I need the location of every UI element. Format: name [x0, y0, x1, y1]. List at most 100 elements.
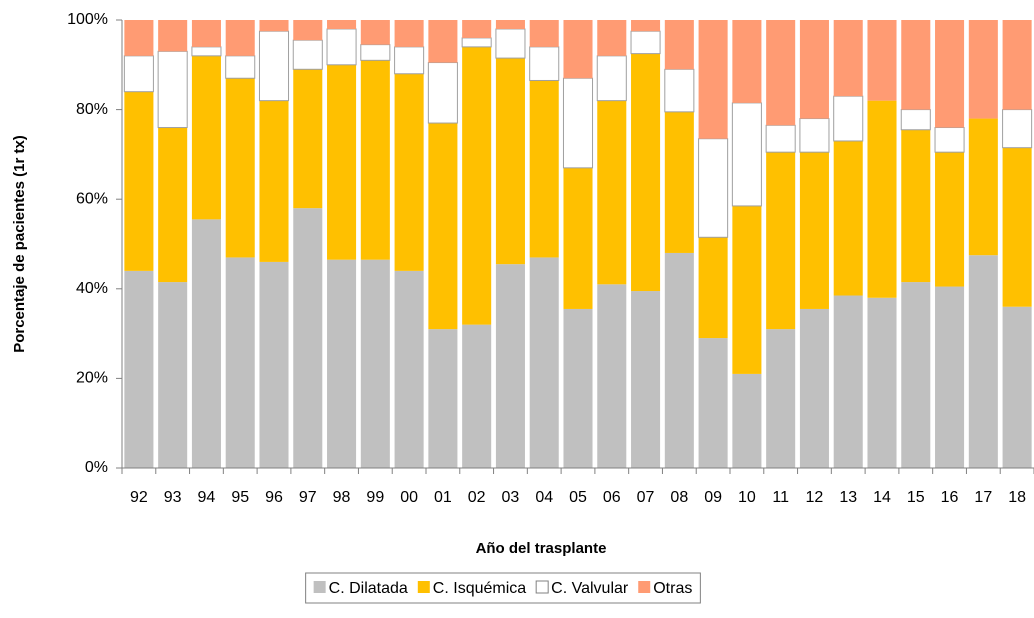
- bar-segment: [597, 284, 627, 468]
- x-tick-label: 18: [1008, 489, 1026, 506]
- bar-segment: [191, 55, 221, 220]
- bar-segment: [563, 167, 593, 309]
- bar-segment: [495, 58, 525, 265]
- bar-segment: [799, 118, 830, 153]
- bar-segment: [631, 53, 661, 292]
- bar-segment: [732, 205, 762, 374]
- bar-segment: [158, 20, 188, 52]
- bar-segment: [462, 46, 492, 325]
- legend-swatch: [313, 581, 326, 593]
- legend-label: Otras: [653, 580, 692, 597]
- x-tick-label: 14: [873, 489, 891, 506]
- x-tick-label: 08: [670, 489, 688, 506]
- bar-segment: [427, 62, 458, 124]
- bar-segment: [766, 20, 796, 126]
- bar-segment: [225, 78, 255, 258]
- x-tick-label: 95: [231, 489, 249, 506]
- bar-segment: [327, 64, 357, 260]
- bar-segment: [968, 20, 998, 119]
- bar-segment: [867, 20, 897, 101]
- bar-segment: [428, 329, 458, 468]
- bar-segment: [630, 30, 661, 55]
- bar-segment: [867, 297, 897, 468]
- bar-segment: [529, 20, 559, 47]
- bar-segment: [394, 73, 424, 271]
- x-tick-label: 04: [535, 489, 553, 506]
- legend-label: C. Isquémica: [433, 580, 526, 597]
- bar-segment: [293, 69, 323, 209]
- x-tick-label: 09: [704, 489, 722, 506]
- x-tick-label: 97: [299, 489, 317, 506]
- bar-segment: [597, 20, 627, 56]
- bar-segment: [495, 264, 525, 468]
- bar-segment: [124, 91, 154, 271]
- bar-segment: [968, 255, 998, 468]
- legend-swatch: [417, 581, 430, 593]
- bar-segment: [968, 118, 998, 256]
- x-tick-label: 07: [637, 489, 655, 506]
- bar-segment: [225, 20, 255, 56]
- bar-segment: [664, 68, 695, 113]
- legend-box: [305, 572, 701, 604]
- bar-segment: [563, 20, 593, 79]
- x-tick-label: 99: [366, 489, 384, 506]
- bar-segment: [935, 286, 965, 468]
- x-tick-label: 93: [164, 489, 182, 506]
- bar-segment: [428, 123, 458, 330]
- bar-segment: [461, 37, 492, 48]
- bar-segment: [833, 295, 863, 468]
- bar-segment: [360, 44, 391, 61]
- bar-segment: [867, 100, 897, 298]
- bar-segment: [360, 60, 390, 260]
- bar-segment: [934, 127, 965, 153]
- bar-segment: [1002, 147, 1032, 307]
- bar-segment: [124, 20, 154, 56]
- bar-segment: [698, 237, 728, 339]
- bar-segment: [428, 20, 458, 63]
- x-tick-label: 96: [265, 489, 283, 506]
- bar-segment: [732, 20, 762, 103]
- y-tick-label: 80%: [76, 101, 108, 118]
- bar-segment: [529, 46, 560, 81]
- bar-segment: [664, 20, 694, 70]
- y-tick-label: 100%: [67, 11, 108, 28]
- legend-swatch: [535, 580, 549, 594]
- bar-segment: [766, 329, 796, 468]
- bar-segment: [326, 28, 357, 66]
- x-tick-label: 11: [772, 489, 789, 506]
- bar-segment: [327, 259, 357, 468]
- x-tick-label: 94: [198, 489, 216, 506]
- x-tick-label: 13: [839, 489, 857, 506]
- x-tick-label: 03: [502, 489, 520, 506]
- x-tick-label: 00: [400, 489, 418, 506]
- y-axis-label: Porcentaje de pacientes (1r tx): [11, 135, 28, 353]
- legend-swatch: [638, 581, 651, 593]
- bar-segment: [225, 55, 256, 79]
- bar-segment: [901, 282, 931, 468]
- x-tick-label: 15: [907, 489, 925, 506]
- bar-segment: [664, 111, 694, 253]
- bar-segment: [799, 20, 829, 119]
- bar-segment: [529, 257, 559, 468]
- x-tick-label: 16: [941, 489, 959, 506]
- bar-segment: [833, 140, 863, 296]
- bar-segment: [732, 373, 762, 468]
- x-tick-label: 12: [806, 489, 824, 506]
- bar-segment: [698, 20, 728, 139]
- bar-segment: [596, 55, 627, 102]
- x-tick-label: 17: [974, 489, 992, 506]
- x-tick-label: 01: [434, 489, 452, 506]
- x-axis-label: Año del trasplante: [476, 540, 607, 557]
- bar-segment: [698, 138, 729, 238]
- bar-segment: [799, 308, 829, 468]
- y-tick-label: 0%: [85, 459, 108, 476]
- bar-segment: [158, 282, 188, 468]
- bar-segment: [360, 20, 390, 45]
- bar-segment: [833, 20, 863, 97]
- bar-segment: [293, 208, 323, 468]
- bar-segment: [901, 129, 931, 283]
- bar-segment: [597, 100, 627, 285]
- bar-segment: [462, 324, 492, 468]
- x-tick-label: 98: [333, 489, 351, 506]
